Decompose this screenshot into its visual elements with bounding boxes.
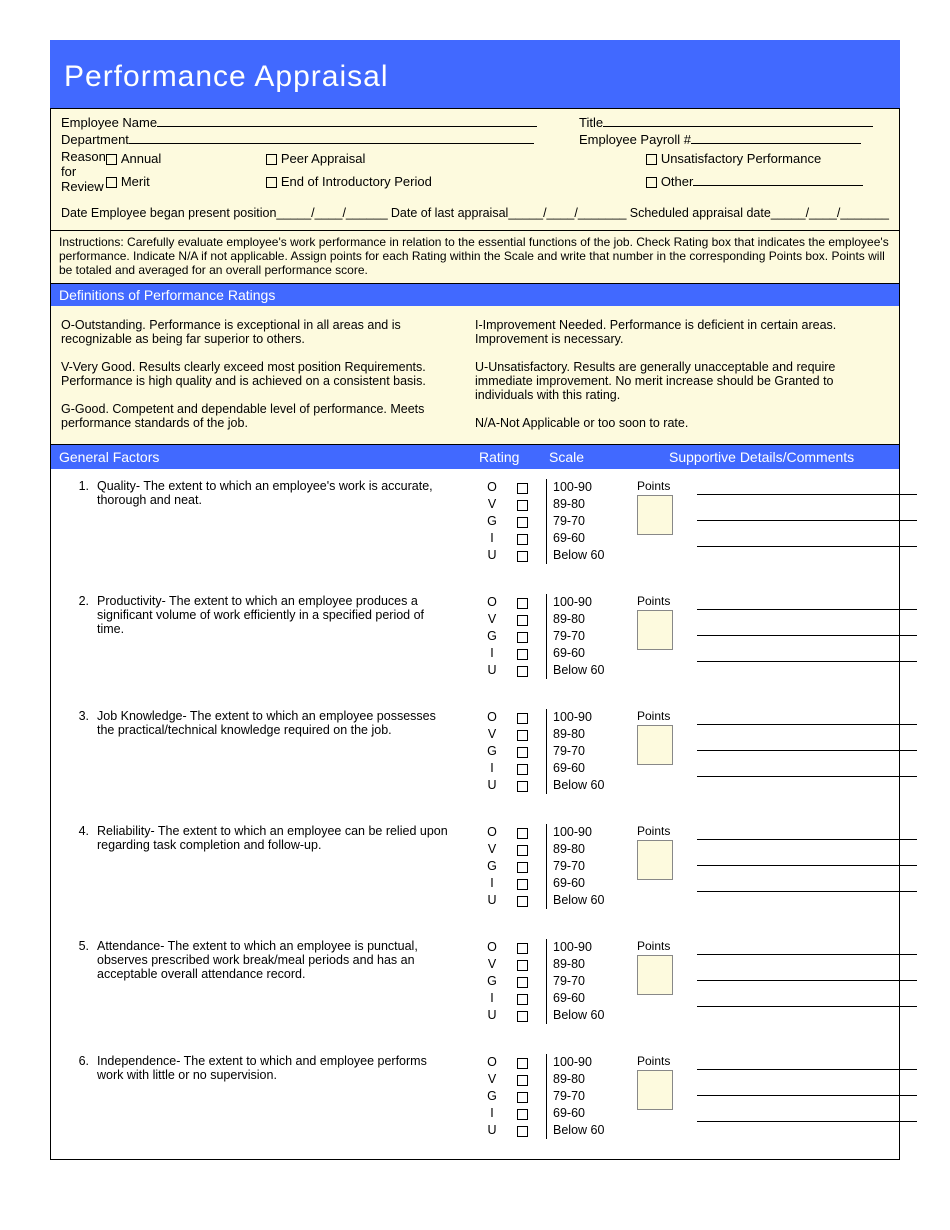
emp-name-label: Employee Name (61, 115, 157, 130)
definitions-body: O-Outstanding. Performance is exceptiona… (50, 306, 900, 445)
factors-table: 1.Quality- The extent to which an employ… (50, 469, 900, 1160)
factor-num: 3. (57, 709, 97, 794)
factors-header: General Factors Rating Scale Supportive … (50, 445, 900, 469)
comments-lines[interactable] (697, 709, 917, 794)
def-improvement: I-Improvement Needed. Performance is def… (475, 318, 849, 346)
rating-checkboxes[interactable] (517, 479, 547, 564)
points-cell: Points (637, 709, 697, 794)
comments-lines[interactable] (697, 594, 917, 679)
points-input[interactable] (637, 840, 673, 880)
factor-row: 5.Attendance- The extent to which an emp… (51, 929, 899, 1044)
def-good: G-Good. Competent and dependable level o… (61, 402, 435, 430)
def-very-good: V-Very Good. Results clearly exceed most… (61, 360, 435, 388)
scale-labels: 100-9089-8079-7069-60Below 60 (547, 479, 637, 564)
factor-num: 5. (57, 939, 97, 1024)
col-scale: Scale (549, 449, 669, 465)
rating-letters: OVGIU (467, 709, 517, 794)
comments-lines[interactable] (697, 479, 917, 564)
employee-info: Employee Name Title Department Employee … (50, 108, 900, 231)
comments-lines[interactable] (697, 1054, 917, 1139)
points-cell: Points (637, 594, 697, 679)
date-began: Date Employee began present position____… (61, 206, 388, 220)
points-cell: Points (637, 1054, 697, 1139)
date-sched: Scheduled appraisal date_____/____/_____… (630, 206, 889, 220)
factor-num: 2. (57, 594, 97, 679)
points-input[interactable] (637, 725, 673, 765)
payroll-label: Employee Payroll # (579, 132, 691, 147)
scale-labels: 100-9089-8079-7069-60Below 60 (547, 1054, 637, 1139)
rating-letters: OVGIU (467, 824, 517, 909)
points-input[interactable] (637, 495, 673, 535)
factor-row: 1.Quality- The extent to which an employ… (51, 469, 899, 584)
rating-letters: OVGIU (467, 594, 517, 679)
points-input[interactable] (637, 610, 673, 650)
date-last: Date of last appraisal_____/____/_______ (391, 206, 627, 220)
col-comments: Supportive Details/Comments (669, 449, 909, 465)
rating-checkboxes[interactable] (517, 594, 547, 679)
col-rating: Rating (479, 449, 549, 465)
reason-end-intro[interactable]: End of Introductory Period (266, 174, 646, 195)
points-cell: Points (637, 824, 697, 909)
reason-other[interactable]: Other (646, 174, 926, 195)
factor-num: 4. (57, 824, 97, 909)
points-cell: Points (637, 939, 697, 1024)
factor-row: 2.Productivity- The extent to which an e… (51, 584, 899, 699)
factor-desc: Job Knowledge- The extent to which an em… (97, 709, 467, 794)
factor-desc: Quality- The extent to which an employee… (97, 479, 467, 564)
points-input[interactable] (637, 955, 673, 995)
def-outstanding: O-Outstanding. Performance is exceptiona… (61, 318, 435, 346)
reason-peer[interactable]: Peer Appraisal (266, 151, 426, 172)
reason-unsat[interactable]: Unsatisfactory Performance (646, 151, 926, 172)
instructions: Instructions: Carefully evaluate employe… (50, 231, 900, 284)
points-cell: Points (637, 479, 697, 564)
rating-letters: OVGIU (467, 479, 517, 564)
factor-desc: Attendance- The extent to which an emplo… (97, 939, 467, 1024)
factor-desc: Independence- The extent to which and em… (97, 1054, 467, 1139)
factor-row: 6.Independence- The extent to which and … (51, 1044, 899, 1159)
rating-checkboxes[interactable] (517, 709, 547, 794)
factor-desc: Reliability- The extent to which an empl… (97, 824, 467, 909)
col-factors: General Factors (59, 449, 479, 465)
definitions-header: Definitions of Performance Ratings (50, 284, 900, 306)
reason-annual[interactable]: Annual (106, 151, 266, 172)
reason-merit[interactable]: Merit (106, 174, 266, 195)
factor-num: 6. (57, 1054, 97, 1139)
factor-row: 4.Reliability- The extent to which an em… (51, 814, 899, 929)
title-label: Title (579, 115, 603, 130)
scale-labels: 100-9089-8079-7069-60Below 60 (547, 939, 637, 1024)
points-input[interactable] (637, 1070, 673, 1110)
dept-label: Department (61, 132, 129, 147)
factor-desc: Productivity- The extent to which an emp… (97, 594, 467, 679)
scale-labels: 100-9089-8079-7069-60Below 60 (547, 824, 637, 909)
rating-checkboxes[interactable] (517, 1054, 547, 1139)
comments-lines[interactable] (697, 824, 917, 909)
page-title: Performance Appraisal (50, 40, 900, 108)
rating-checkboxes[interactable] (517, 939, 547, 1024)
scale-labels: 100-9089-8079-7069-60Below 60 (547, 709, 637, 794)
def-unsatisfactory: U-Unsatisfactory. Results are generally … (475, 360, 849, 402)
factor-num: 1. (57, 479, 97, 564)
comments-lines[interactable] (697, 939, 917, 1024)
reason-label: Reason for Review (61, 149, 106, 194)
rating-checkboxes[interactable] (517, 824, 547, 909)
factor-row: 3.Job Knowledge- The extent to which an … (51, 699, 899, 814)
rating-letters: OVGIU (467, 1054, 517, 1139)
scale-labels: 100-9089-8079-7069-60Below 60 (547, 594, 637, 679)
def-na: N/A-Not Applicable or too soon to rate. (475, 416, 849, 430)
rating-letters: OVGIU (467, 939, 517, 1024)
